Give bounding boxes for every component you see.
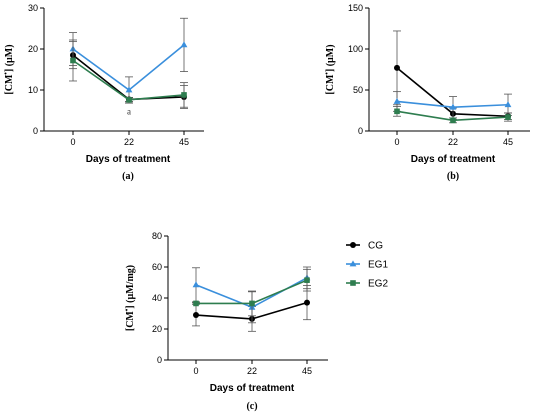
x-tick-label: 45 — [503, 137, 513, 147]
x-tick-label: 0 — [193, 366, 198, 376]
legend-label: CG — [368, 241, 383, 252]
chart-panel-b: 0 50 100 150 0 22 45 Days of treatment (b) [CM•] … — [323, 3, 530, 182]
legend-label: EG2 — [368, 279, 388, 290]
data-point — [126, 97, 132, 103]
y-tick-label: 60 — [152, 262, 162, 272]
y-tick-label: 40 — [152, 293, 162, 303]
data-point — [181, 41, 188, 47]
y-axis-title: [CM•] (µM) — [323, 44, 336, 94]
significance-annotation: a — [127, 107, 131, 117]
x-tick-label: 45 — [179, 137, 189, 147]
y-axis-title: [CM•] (µM) — [2, 44, 15, 94]
y-tick-label: 20 — [152, 324, 162, 334]
x-axis-title: Days of treatment — [86, 154, 171, 165]
y-tick-label: 0 — [33, 126, 38, 136]
series-eg1 — [192, 267, 311, 323]
y-axis-title: [CM•] (µM/mg) — [123, 265, 136, 331]
chart-panel-a: 0 10 20 30 0 22 45 Days of treatment (a) [CM•] (µ… — [2, 3, 204, 182]
legend-label: EG1 — [368, 260, 388, 271]
data-point — [304, 277, 310, 283]
y-tick-label: 150 — [348, 3, 363, 13]
data-point — [505, 114, 511, 120]
y-tick-label: 0 — [358, 126, 363, 136]
x-axis-title: Days of treatment — [411, 154, 496, 165]
legend-item-eg1: EG1 — [346, 260, 388, 271]
y-tick-label: 20 — [28, 44, 38, 54]
data-point — [394, 98, 401, 104]
series-eg1 — [69, 18, 188, 103]
panel-label: (c) — [246, 401, 257, 412]
data-point — [249, 301, 255, 307]
x-tick-label: 0 — [70, 137, 75, 147]
legend-item-cg: CG — [346, 241, 383, 252]
y-tick-label: 50 — [353, 85, 363, 95]
x-tick-label: 22 — [124, 137, 134, 147]
x-tick-label: 45 — [302, 366, 312, 376]
x-tick-label: 22 — [247, 366, 257, 376]
y-tick-label: 0 — [157, 355, 162, 365]
y-tick-label: 100 — [348, 44, 363, 54]
legend: CG EG1 EG2 — [346, 241, 388, 290]
data-point — [193, 281, 200, 287]
data-point — [304, 300, 310, 306]
x-tick-label: 22 — [448, 137, 458, 147]
y-tick-label: 10 — [28, 85, 38, 95]
data-point — [70, 58, 76, 64]
x-tick-label: 0 — [394, 137, 399, 147]
data-point — [394, 109, 400, 115]
data-point — [193, 312, 199, 318]
legend-marker — [350, 280, 356, 286]
series-line — [73, 60, 184, 99]
y-tick-label: 80 — [152, 231, 162, 241]
chart-panel-c: 0 20 40 60 80 0 22 45 Days of treatment (c) [CM•] … — [123, 231, 328, 412]
legend-item-eg2: EG2 — [346, 279, 388, 290]
legend-marker — [350, 242, 356, 248]
data-point — [181, 92, 187, 98]
y-tick-label: 30 — [28, 3, 38, 13]
data-point — [394, 65, 400, 71]
panel-label: (b) — [447, 171, 459, 182]
panel-label: (a) — [122, 171, 134, 182]
x-axis-title: Days of treatment — [210, 383, 295, 394]
data-point — [450, 118, 456, 124]
data-point — [193, 301, 199, 307]
